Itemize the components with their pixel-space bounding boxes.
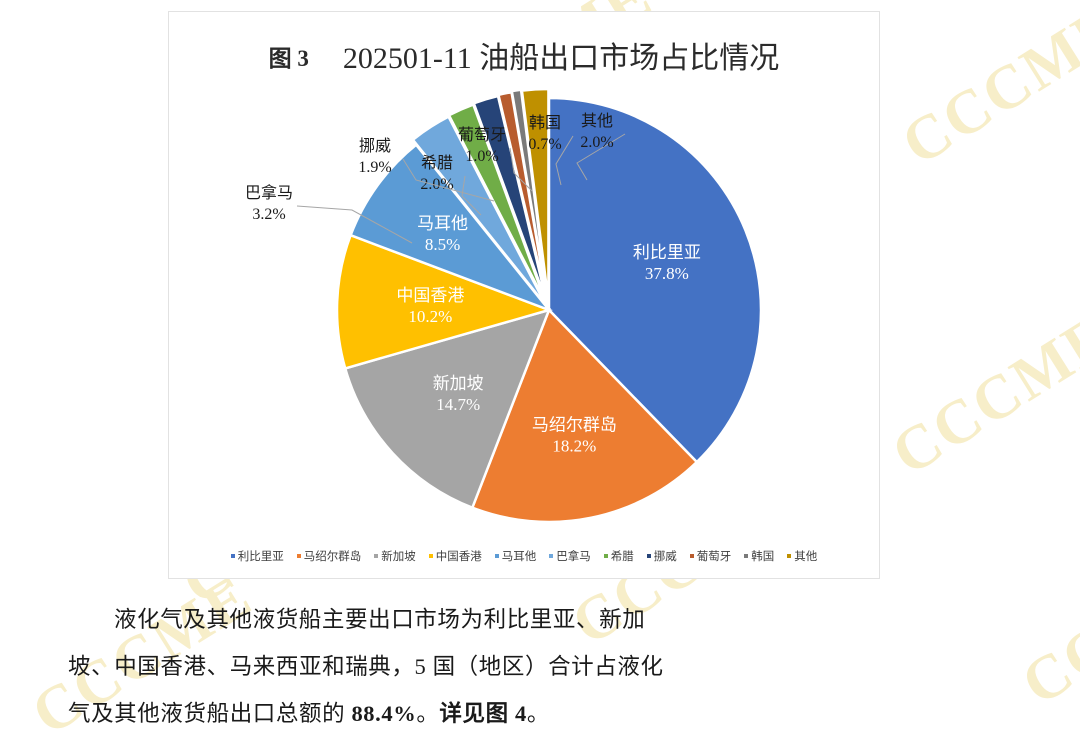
pie-slice-中国香港[interactable] (335, 233, 553, 370)
legend-item[interactable]: 葡萄牙 (689, 548, 732, 564)
pie-leader-line-希腊 (461, 175, 482, 216)
legend-swatch-icon (428, 554, 433, 558)
legend-item[interactable]: 挪威 (646, 548, 677, 564)
paragraph-percent-value: 88.4% (351, 701, 417, 726)
paragraph-line-1: 液化气及其他液货船主要出口市场为利比里亚、新加 (68, 596, 1012, 643)
legend-label: 马绍尔群岛 (303, 551, 362, 563)
legend-swatch-icon (646, 554, 651, 558)
pie-label-马耳他: 马耳他 8.5% (417, 214, 468, 254)
legend-label: 葡萄牙 (696, 551, 732, 563)
watermark-text: CCCME (1010, 531, 1080, 719)
legend-swatch-icon (744, 554, 749, 558)
paragraph-punct-end: 。 (526, 701, 550, 726)
legend-swatch-icon (296, 554, 301, 558)
pie-slice-马绍尔群岛[interactable] (470, 307, 699, 524)
legend-item[interactable]: 新加坡 (374, 548, 416, 564)
paragraph-see-figure: 详见图 4 (439, 701, 527, 726)
chart-title-text: 202501-11 油船出口市场占比情况 (342, 42, 780, 75)
pie-label-马绍尔群岛: 马绍尔群岛 18.2% (532, 416, 617, 456)
pie-label-新加坡: 新加坡 14.7% (433, 374, 484, 414)
legend-label: 新加坡 (381, 551, 416, 563)
pie-slice-新加坡[interactable] (343, 308, 552, 510)
paragraph-line-3: 气及其他液货船出口总额的 88.4%。详见图 4。 (68, 690, 1012, 737)
legend-item[interactable]: 希腊 (603, 548, 634, 564)
pie-slice-其他[interactable] (520, 87, 550, 302)
pie-leader-line-葡萄牙 (509, 147, 533, 192)
legend-item[interactable]: 巴拿马 (549, 548, 591, 564)
legend-label: 马耳他 (501, 551, 537, 563)
watermark-text: CCCME (880, 301, 1080, 489)
legend-label: 中国香港 (435, 551, 482, 563)
legend-item[interactable]: 中国香港 (428, 548, 482, 564)
legend-item[interactable]: 马绍尔群岛 (296, 548, 362, 564)
legend-item[interactable]: 利比里亚 (230, 548, 284, 564)
legend-swatch-icon (374, 554, 379, 558)
legend-item[interactable]: 马耳他 (494, 548, 537, 564)
pie-leader-line-挪威 (402, 158, 495, 202)
paragraph-line-3-text: 气及其他液货船出口总额的 (68, 701, 352, 726)
paragraph-line-2: 坡、中国香港、马来西亚和瑞典，5 国（地区）合计占液化 (68, 643, 1012, 690)
legend-item[interactable]: 其他 (787, 548, 817, 564)
legend-label: 希腊 (610, 551, 634, 563)
legend-swatch-icon (689, 554, 694, 558)
legend-item[interactable]: 韩国 (744, 548, 774, 564)
pie-slice-马耳他[interactable] (349, 143, 553, 313)
pie-leader-line-其他 (576, 133, 626, 181)
paragraph-punct: 。 (416, 701, 440, 726)
pie-label-中国香港: 中国香港 10.2% (396, 286, 464, 326)
legend-swatch-icon (494, 554, 499, 558)
body-paragraph: 液化气及其他液货船主要出口市场为利比里亚、新加 坡、中国香港、马来西亚和瑞典，5… (68, 596, 1012, 737)
paragraph-line-1-text: 液化气及其他液货船主要出口市场为利比里亚、新加 (114, 607, 646, 632)
legend-swatch-icon (603, 554, 608, 558)
paragraph-line-2-text: 坡、中国香港、马来西亚和瑞典，5 国（地区）合计占液化 (68, 654, 664, 679)
chart-title: 图 3 202501-11 油船出口市场占比情况 (169, 33, 879, 77)
pie-chart-svg: 利比里亚 37.8% 马绍尔群岛 18.2% 新加坡 14.7% 中国香港 10.2% 马耳他 8… (245, 87, 763, 524)
pie-label-其他: 其他 2.0% (580, 112, 613, 151)
pie-chart: 利比里亚 37.8% 马绍尔群岛 18.2% 新加坡 14.7% 中国香港 10.2% 马耳他 8… (169, 68, 881, 538)
pie-leader-line-巴拿马 (296, 205, 413, 244)
legend-label: 利比里亚 (237, 551, 284, 563)
pie-label-挪威: 挪威 1.9% (358, 137, 391, 176)
pie-label-葡萄牙: 葡萄牙 1.0% (458, 126, 506, 165)
legend-swatch-icon (787, 554, 792, 558)
legend-label: 挪威 (653, 551, 677, 563)
pie-label-希腊: 希腊 2.0% (420, 154, 453, 193)
pie-label-利比里亚: 利比里亚 37.8% (633, 243, 701, 283)
pie-label-韩国: 韩国 0.7% (528, 114, 561, 153)
legend-label: 巴拿马 (556, 551, 591, 563)
chart-figure-number: 图 3 (268, 46, 309, 71)
chart-card: 图 3 202501-11 油船出口市场占比情况 利比里亚 37.8% 马绍尔群岛 18… (168, 11, 880, 579)
legend-swatch-icon (230, 554, 235, 558)
legend-label: 其他 (794, 551, 818, 563)
chart-legend: 利比里亚 马绍尔群岛 新加坡 中国香港 马耳他 巴拿马 希腊 挪威 葡萄牙 韩国 其他 (169, 548, 879, 564)
legend-label: 韩国 (751, 551, 775, 563)
pie-slice-利比里亚[interactable] (547, 96, 763, 464)
pie-label-巴拿马: 巴拿马 3.2% (245, 183, 293, 223)
watermark-text: CCCME (890, 0, 1080, 179)
pie-leader-line-韩国 (555, 135, 574, 186)
legend-swatch-icon (549, 554, 554, 558)
